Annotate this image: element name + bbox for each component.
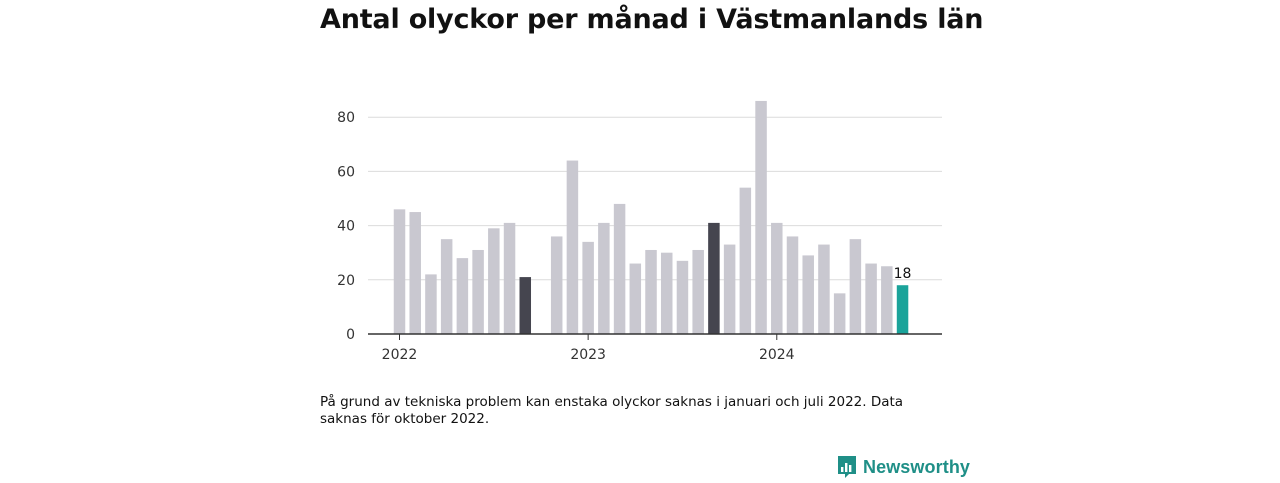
bar-2024-05	[833, 293, 846, 334]
bar-2024-09	[896, 285, 909, 334]
bar-2024-07	[865, 263, 877, 334]
bar-2022-05	[456, 258, 469, 334]
bar-2022-02	[409, 212, 421, 334]
y-tick-label: 60	[337, 164, 355, 180]
footnote: På grund av tekniska problem kan enstaka…	[320, 394, 904, 427]
bar-2024-04	[818, 244, 830, 334]
bar-2023-05	[645, 249, 657, 334]
x-axis-labels: 2022 2023 2024	[382, 334, 795, 363]
bar-2022-08	[503, 222, 516, 334]
bar-2023-01	[582, 241, 594, 334]
bar-2024-01	[771, 222, 783, 334]
bar-2024-02	[786, 236, 799, 334]
bar-2022-12	[566, 160, 579, 334]
y-tick-label: 20	[337, 273, 355, 289]
bar-2023-07	[676, 260, 689, 334]
data-label-2024-09: 18	[894, 266, 912, 282]
chart-title: Antal olyckor per månad i Västmanlands l…	[320, 4, 984, 35]
bar-2023-10	[723, 244, 736, 334]
bar-2022-03	[425, 274, 437, 334]
y-axis-labels: 0 20 40 60 80	[337, 110, 355, 343]
bar-2022-09	[519, 277, 532, 334]
bar-2023-11	[739, 187, 752, 334]
bar-2023-08	[692, 249, 704, 334]
y-tick-label: 0	[346, 327, 355, 343]
x-tick-label: 2022	[382, 347, 418, 363]
brand-logo[interactable]: Newsworthy	[836, 455, 970, 479]
bar-2023-04	[629, 263, 642, 334]
bar-2023-03	[613, 203, 626, 334]
bar-2023-06	[660, 252, 673, 334]
y-tick-label: 40	[337, 219, 355, 235]
newsworthy-logo-icon	[836, 455, 858, 479]
bar-2022-01	[393, 209, 406, 334]
y-tick-label: 80	[337, 110, 355, 126]
bar-2024-06	[849, 239, 862, 334]
bars	[393, 100, 909, 334]
bar-2022-11	[550, 236, 563, 334]
bar-2022-06	[472, 249, 484, 334]
brand-name: Newsworthy	[863, 456, 971, 477]
bar-2024-03	[802, 255, 814, 334]
bar-2022-04	[440, 239, 453, 334]
bar-2023-02	[598, 222, 610, 334]
bar-2024-08	[881, 266, 893, 334]
bar-2022-07	[488, 228, 500, 334]
x-tick-label: 2024	[759, 347, 795, 363]
x-tick-label: 2023	[570, 347, 606, 363]
data-labels: 18	[894, 266, 912, 282]
bar-2023-09	[708, 222, 720, 334]
bar-2023-12	[755, 100, 767, 334]
